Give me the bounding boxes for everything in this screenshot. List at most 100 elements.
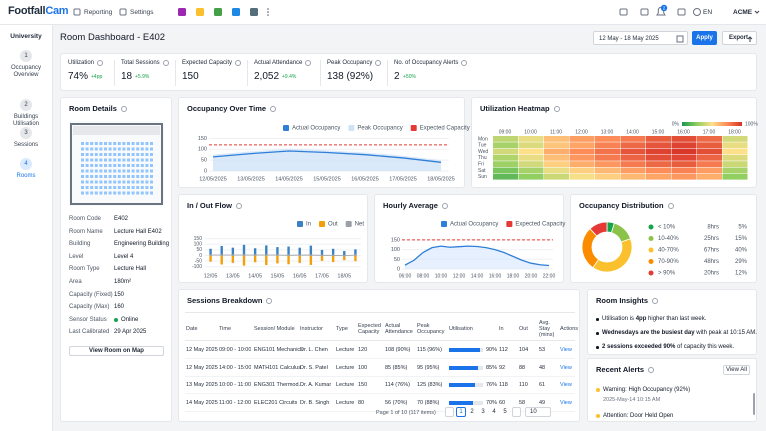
net-dot [265, 253, 268, 256]
date-range[interactable]: 12 May - 18 May 2025 [593, 31, 688, 45]
sidebar-title: University [10, 33, 42, 40]
column-label: 17:00 [703, 129, 716, 135]
row-label: Sat [478, 168, 486, 174]
page-button[interactable]: 5 [500, 407, 510, 417]
x-tick-label: 13/05/2025 [237, 176, 265, 182]
view-all-button[interactable]: View All [723, 365, 750, 375]
view-link[interactable]: View [560, 364, 572, 371]
flow-bar [354, 249, 357, 256]
utilisation-bar [449, 383, 475, 387]
info-icon [648, 367, 654, 373]
floorplan-seat [81, 147, 84, 151]
step-circle[interactable]: 4 [20, 158, 32, 170]
logo: FootfallCam [8, 5, 69, 17]
language[interactable]: EN [703, 9, 713, 16]
page-button[interactable]: 1 [456, 407, 466, 417]
app-icon[interactable] [232, 8, 240, 16]
step-label[interactable]: Sessions [13, 142, 39, 148]
nav-item[interactable]: Settings [130, 9, 154, 16]
export-button[interactable]: Export [722, 31, 757, 45]
floorplan-seat [136, 142, 140, 145]
nav-item[interactable]: Reporting [84, 9, 113, 16]
y-tick-label: 0 [204, 168, 207, 174]
heat-cell [518, 142, 544, 149]
app-icon[interactable] [178, 8, 186, 16]
prev-page[interactable] [445, 407, 454, 417]
table-cell: 120 [358, 347, 368, 353]
floorplan-seat [131, 158, 135, 162]
toolbar-icon[interactable] [619, 8, 628, 16]
net-dot [354, 253, 357, 256]
page-button[interactable]: 2 [467, 407, 477, 417]
toolbar-icon[interactable] [640, 8, 649, 16]
legend-percent: 12% [735, 271, 748, 277]
step-circle[interactable]: 2 [20, 99, 32, 111]
sidebar: University 1 Occupancy Overview 2 Buildings … [0, 25, 53, 431]
heat-cell [544, 173, 569, 180]
info-icon [163, 60, 169, 66]
step-label[interactable]: Occupancy Overview [10, 65, 41, 78]
net-dot [231, 253, 234, 256]
view-link[interactable]: View [560, 382, 572, 388]
row-label: Tue [478, 143, 487, 149]
page-button[interactable]: 3 [478, 407, 488, 417]
floorplan-seat [131, 180, 135, 184]
heat-cell [697, 167, 722, 174]
floorplan-seat [81, 186, 84, 189]
apply-button[interactable]: Apply [692, 31, 717, 45]
floorplan-seat [81, 142, 84, 145]
floorplan-seat [136, 147, 140, 151]
step-circle[interactable]: 3 [20, 127, 32, 139]
y-tick-label: -50 [195, 258, 202, 264]
floorplan-seat [94, 180, 98, 184]
net-dot [276, 253, 279, 256]
page-info: Page 1 of 10 (117 items) [376, 410, 436, 416]
floorplan-seat [140, 158, 144, 162]
heat-cell [620, 136, 646, 142]
table-cell: ENG101 Mechanics [254, 347, 303, 353]
heat-cell [544, 136, 569, 142]
chart [69, 121, 164, 206]
y-tick-label: 0 [199, 253, 202, 259]
heat-cell [722, 154, 748, 161]
app-icon[interactable] [250, 8, 258, 16]
heat-cell [646, 148, 671, 155]
heat-cell [620, 142, 646, 149]
legend-value: 67hrs [704, 248, 719, 254]
step-label[interactable]: Buildings Utilisation [12, 114, 39, 127]
alert-dot [596, 388, 600, 392]
flow-bar [298, 247, 301, 256]
actual-line [212, 150, 442, 163]
heat-cell [646, 142, 671, 149]
next-page[interactable] [512, 407, 521, 417]
heat-cell [697, 173, 722, 180]
legend-percent: 29% [735, 259, 748, 265]
floorplan-seat [131, 169, 135, 173]
app-icon[interactable] [196, 8, 204, 16]
toolbar-icon[interactable] [677, 8, 686, 16]
view-link[interactable]: View [560, 347, 572, 353]
floorplan-seat [81, 180, 84, 184]
table-cell: 108 (90%) [385, 347, 411, 353]
page-size[interactable]: 10 [525, 407, 551, 417]
info-icon [442, 203, 448, 209]
step-label[interactable]: Rooms [16, 173, 36, 179]
account[interactable]: ACME [733, 9, 753, 16]
flow-bar [276, 255, 279, 264]
floorplan-seat [108, 153, 112, 156]
floorplan-seat [81, 153, 84, 156]
floorplan-seat [131, 153, 135, 156]
view-link[interactable]: View [560, 399, 572, 406]
heat-cell [620, 161, 646, 167]
floorplan-seat [140, 180, 144, 184]
floorplan-seat [122, 142, 126, 145]
flow-bar [231, 255, 235, 263]
utilisation-label: 76% [486, 382, 498, 388]
field-label: Level [69, 253, 84, 260]
chart: 0 50 100 150 06:00 08:00 10:00 12:00 14:00 16:00 1… [391, 221, 565, 279]
page-button[interactable]: 4 [489, 407, 499, 417]
kpi-label: Peak Occupancy [327, 60, 373, 66]
map-button[interactable]: View Room on Map [69, 346, 164, 356]
app-icon[interactable] [214, 8, 222, 16]
step-circle[interactable]: 1 [20, 50, 32, 62]
